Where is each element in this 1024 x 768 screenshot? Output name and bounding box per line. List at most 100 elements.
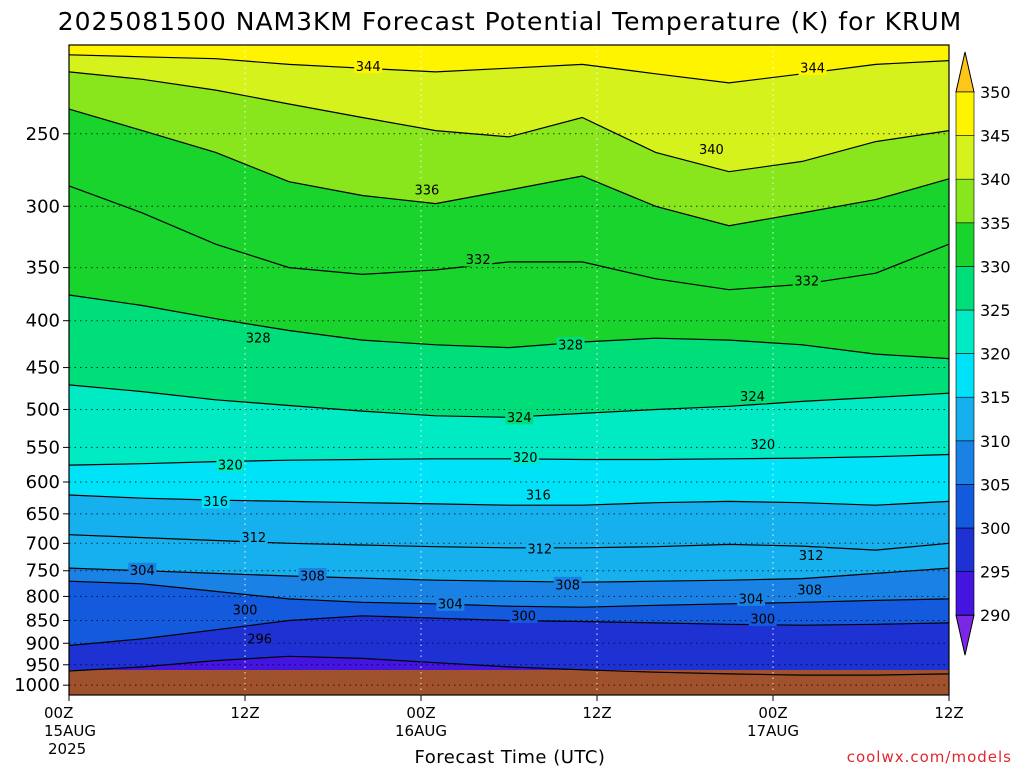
contour-label-308-19: 308 [553,576,582,593]
y-tick-label: 400 [26,311,60,332]
contour-label-bg [737,590,765,606]
contour-label-bg [553,576,582,592]
x-tick-label: 12Z [582,704,611,722]
isentrope-296 [68,655,950,676]
contour-label-340-2: 340 [697,141,726,158]
colorbar-segment-295 [955,527,975,572]
contour-label-bg [216,457,245,473]
y-tick-label: 850 [26,611,60,632]
colorbar-segment-305 [955,440,975,485]
contour-label-bg [748,611,777,627]
contour-label-text: 308 [797,583,822,598]
contour-label-300-26: 300 [748,611,777,628]
contour-label-bg [412,182,441,198]
contour-label-320-10: 320 [748,436,777,453]
colorbar-label: 320 [980,345,1011,364]
y-tick-label: 250 [26,124,60,145]
contour-label-bg [697,141,726,157]
y-axis: 2503003504004505005506006507007508008509… [14,124,69,696]
contour-label-text: 308 [300,570,325,585]
contour-label-320-11: 320 [511,449,540,466]
contour-label-text: 328 [558,338,583,353]
contour-label-308-18: 308 [298,568,327,585]
contour-label-text: 332 [794,275,819,290]
contour-label-308-20: 308 [795,581,824,598]
contour-label-344-0: 344 [354,58,383,75]
colorbar-segment-315 [955,353,975,398]
contour-label-324-8: 324 [738,388,767,405]
colorbar-label: 290 [980,606,1011,625]
colorbar-label: 340 [980,170,1011,189]
y-tick-label: 900 [26,633,60,654]
contour-label-text: 312 [799,549,824,564]
y-tick-label: 800 [26,586,60,607]
contour-label-300-25: 300 [509,607,538,624]
contour-label-bg [244,330,273,346]
colorbar-top-arrow [955,51,975,93]
contour-label-text: 344 [356,60,381,75]
y-tick-label: 750 [26,561,60,582]
contour-label-bg [464,251,493,267]
isentrope-300 [68,615,950,647]
contour-label-328-6: 328 [244,330,273,347]
colorbar-segment-340 [955,135,975,180]
contour-label-bg [748,436,777,452]
contour-labels: 344 344 340 336 332 332 328 328 324 324 320 320 320 3… [128,58,827,647]
contour-label-bg [556,336,585,352]
contour-label-text: 328 [246,332,271,347]
contour-label-text: 324 [507,411,532,426]
y-tick-label: 550 [26,437,60,458]
plot-frame [68,44,950,696]
contour-label-bg [792,273,821,289]
y-tick-label: 350 [26,258,60,279]
colorbar-segment-335 [955,178,975,224]
x-tick-label: 12Z [934,704,963,722]
isentrope-336 [68,108,950,227]
colorbar-segment-300 [955,484,975,529]
contour-label-312-17: 312 [797,547,826,564]
contour-label-text: 340 [699,143,724,158]
contour-label-text: 344 [800,62,825,77]
contour-label-bg [509,607,538,623]
contour-label-bg [524,487,553,503]
contour-label-text: 312 [527,542,552,557]
surface-ground [69,670,949,695]
y-tick-label: 950 [26,655,60,676]
contour-label-bg [128,562,157,578]
contour-label-bg [298,568,327,584]
y-tick-label: 650 [26,504,60,525]
x-tick-date: 15AUG [44,722,96,740]
contour-label-text: 320 [750,438,775,453]
x-tick-label: 00Z [44,704,73,722]
contour-label-text: 312 [241,531,266,546]
x-tick-label: 12Z [230,704,259,722]
contour-label-bg [436,595,465,611]
contour-label-328-7: 328 [556,336,585,353]
contour-label-text: 316 [203,495,228,510]
colorbar: 290 295 300 305 310 315 320 325 330 335 340 345 350 [955,51,1011,656]
contour-label-312-16: 312 [525,540,554,557]
contour-label-296-27: 296 [245,630,274,647]
x-tick-label: 00Z [758,704,787,722]
contour-label-text: 300 [750,613,775,628]
contour-label-320-12: 320 [216,457,245,474]
isentrope-308 [68,567,950,583]
contour-label-344-1: 344 [798,60,827,77]
contour-label-text: 300 [511,609,536,624]
colorbar-label: 330 [980,257,1011,276]
isentrope-340 [68,71,950,173]
contour-label-text: 320 [513,451,538,466]
contour-label-text: 332 [466,253,491,268]
y-tick-label: 500 [26,399,60,420]
isentrope-304 [68,580,950,608]
colorbar-label: 345 [980,127,1011,146]
colorbar-label: 335 [980,214,1011,233]
contour-label-312-15: 312 [239,529,268,546]
contour-label-text: 304 [130,564,155,579]
colorbar-label: 305 [980,475,1011,494]
contour-label-bg [797,547,826,563]
contour-label-bg [245,630,274,646]
credit-text: coolwx.com/models [847,748,1012,766]
x-tick-date: 16AUG [395,722,447,740]
